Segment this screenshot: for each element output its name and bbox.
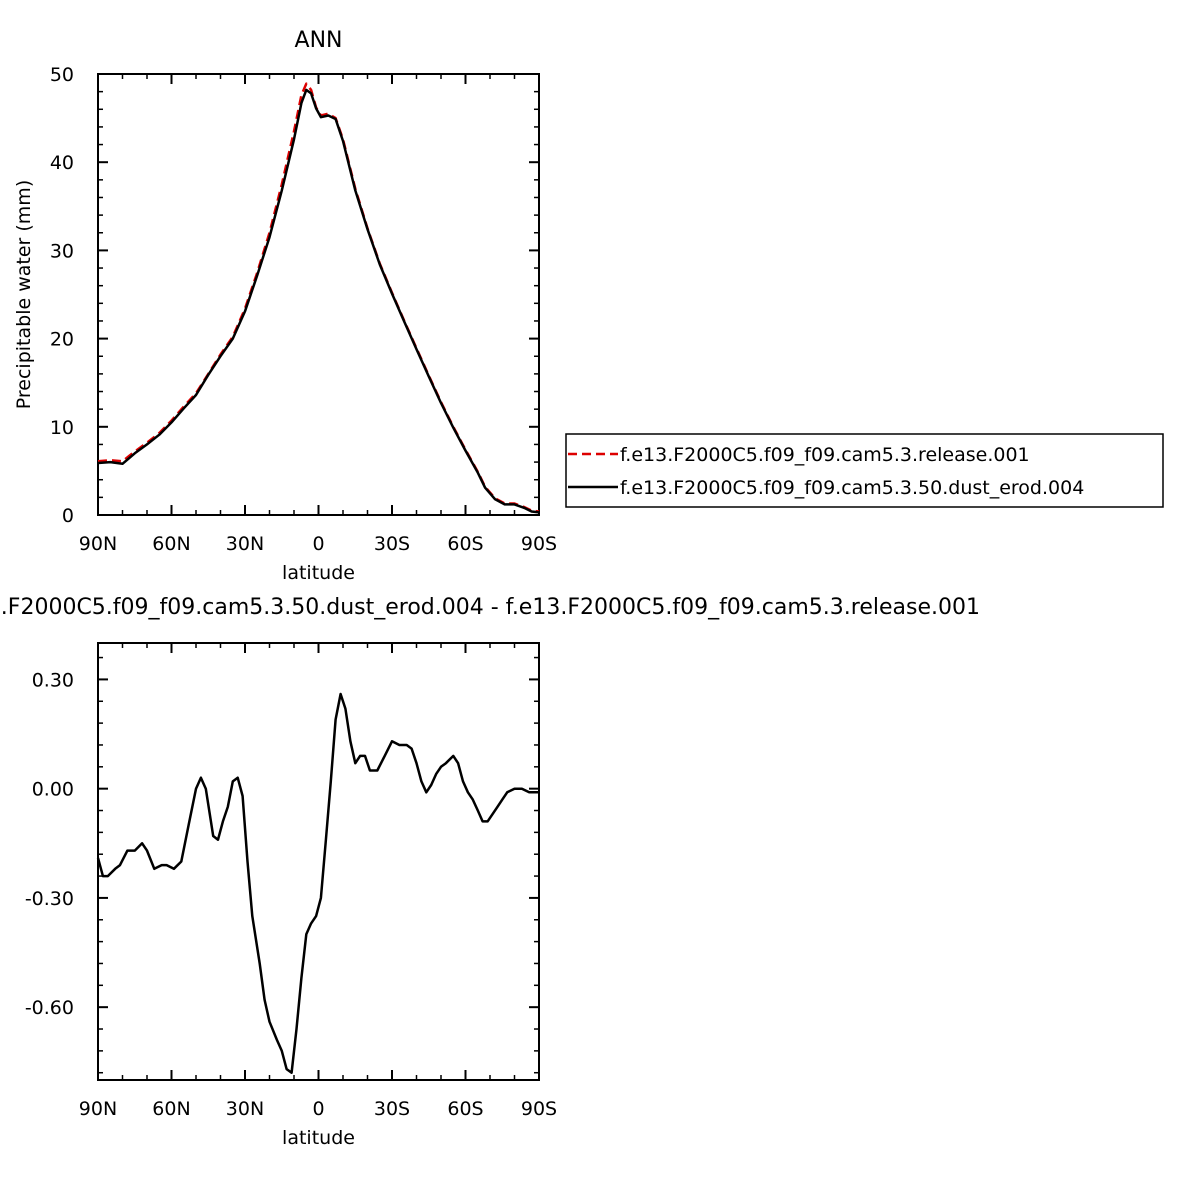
plot-title: ANN [295,28,343,53]
series-line-0 [96,692,539,1074]
x-tick-label: 90S [521,533,557,555]
y-tick-label: 0.30 [32,669,74,691]
y-tick-label: -0.60 [25,997,74,1019]
x-tick-label: 0 [312,1098,324,1120]
x-tick-label: 90N [79,533,117,555]
y-tick-label: 30 [50,240,74,262]
y-axis-label: Precipitable water (mm) [13,180,35,409]
plot-frame [97,642,540,1081]
y-tick-label: 40 [50,152,74,174]
x-tick-label: 60N [152,533,190,555]
y-tick-label: -0.30 [25,888,74,910]
difference-plot: 90N 60N 30N 0 30S 60S 90S 0.30 0.00 -0.30 -0.60 lat… [0,595,980,1149]
plot-frame [97,73,540,516]
x-tick-label: 90N [79,1098,117,1120]
x-tick-label: 60N [152,1098,190,1120]
precipitable-water-plot: 90N 60N 30N 0 30S 60S 90S 0 10 20 30 40 50 latitude Pr… [13,28,557,584]
x-tick-label: 30N [226,1098,264,1120]
legend-label-0: f.e13.F2000C5.f09_f09.cam5.3.release.001 [620,444,1030,466]
x-tick-label: 30S [374,1098,410,1120]
legend: f.e13.F2000C5.f09_f09.cam5.3.release.001… [565,433,1164,508]
x-tick-label: 30S [374,533,410,555]
y-tick-label: 0 [62,505,74,527]
x-tick-label: 60S [447,533,483,555]
x-tick-label: 30N [226,533,264,555]
x-axis-label: latitude [282,1127,355,1149]
x-tick-label: 90S [521,1098,557,1120]
y-tick-label: 20 [50,329,74,351]
x-tick-label: 0 [312,533,324,555]
y-tick-label: 50 [50,64,74,86]
y-tick-label: 0.00 [32,779,74,801]
x-tick-label: 60S [447,1098,483,1120]
legend-box [565,433,1164,508]
series-line-0 [97,82,540,513]
plot-title: f.e13.F2000C5.f09_f09.cam5.3.50.dust_ero… [0,595,980,620]
y-tick-label: 10 [50,417,74,439]
series-line-1 [97,88,540,514]
legend-label-1: f.e13.F2000C5.f09_f09.cam5.3.50.dust_ero… [620,477,1084,499]
x-axis-label: latitude [282,562,355,584]
